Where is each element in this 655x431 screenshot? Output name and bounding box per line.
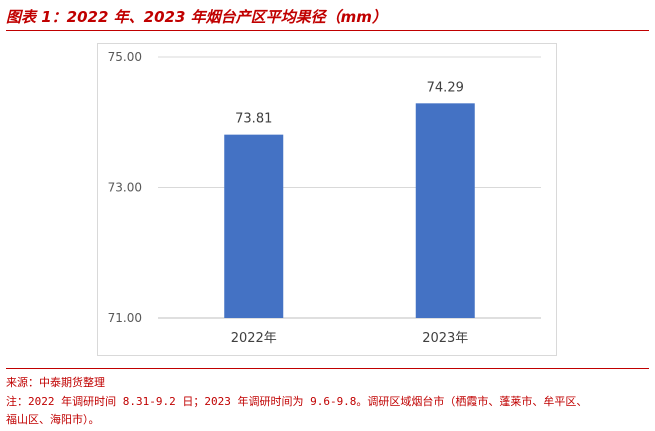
footnote-line-1: 注：2022 年调研时间 8.31-9.2 日；2023 年调研时间为 9.6-… bbox=[6, 395, 588, 408]
data-label-1: 74.29 bbox=[427, 80, 464, 95]
chart-title: 图表 1：2022 年、2023 年烟台产区平均果径（mm） bbox=[6, 8, 387, 26]
chart-frame bbox=[97, 43, 557, 356]
y-tick-label-1: 73.00 bbox=[108, 181, 142, 195]
x-tick-label-0: 2022年 bbox=[231, 331, 277, 346]
footer-divider bbox=[6, 368, 649, 369]
bar-0 bbox=[224, 134, 284, 318]
bar-1 bbox=[415, 103, 475, 318]
data-label-0: 73.81 bbox=[235, 112, 272, 127]
y-tick-label-2: 75.00 bbox=[108, 50, 142, 64]
source-note: 来源：中泰期货整理 bbox=[6, 376, 105, 389]
y-tick-label-0: 71.00 bbox=[108, 311, 142, 325]
footnote-line-2: 福山区、海阳市）。 bbox=[6, 413, 100, 426]
title-divider bbox=[6, 30, 649, 31]
x-tick-label-1: 2023年 bbox=[422, 331, 468, 346]
